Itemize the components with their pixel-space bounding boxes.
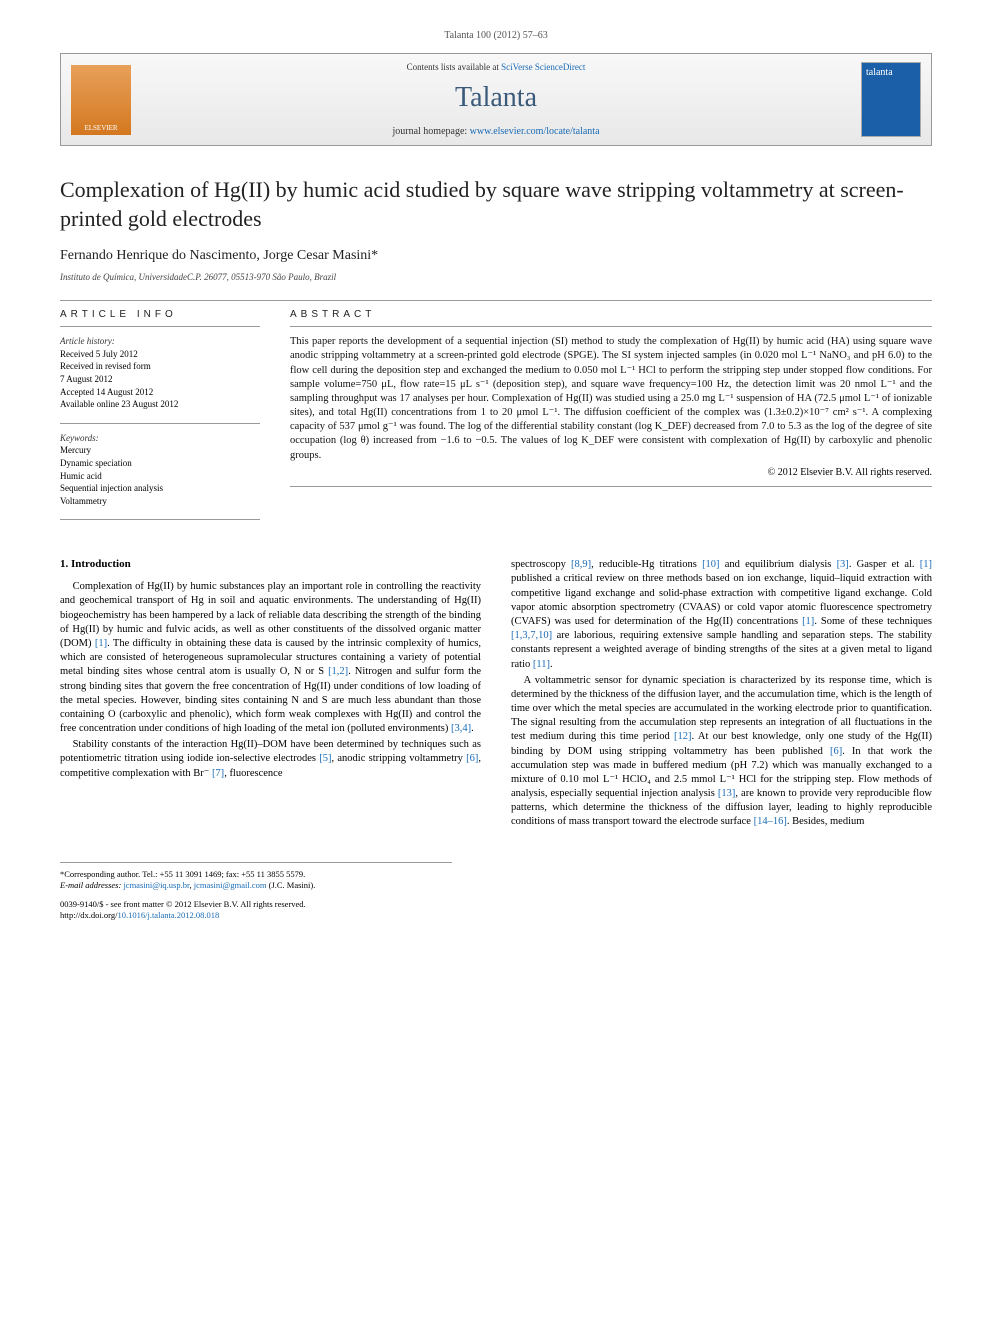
ref-link[interactable]: [6] <box>466 753 478 764</box>
info-abstract-row: ARTICLE INFO Article history: Received 5… <box>60 309 932 528</box>
para-text: . <box>550 659 553 670</box>
journal-banner: ELSEVIER Contents lists available at Sci… <box>60 53 932 146</box>
email-who: (J.C. Masini). <box>266 880 315 890</box>
availability-link[interactable]: SciVerse ScienceDirect <box>501 62 585 72</box>
para-text: , fluorescence <box>224 768 282 779</box>
ref-link[interactable]: [11] <box>533 659 550 670</box>
ref-link[interactable]: [8,9] <box>571 559 591 570</box>
article-history: Article history: Received 5 July 2012 Re… <box>60 335 260 411</box>
history-revised-2: 7 August 2012 <box>60 373 260 386</box>
ref-link[interactable]: [3] <box>837 559 849 570</box>
availability-line: Contents lists available at SciVerse Sci… <box>149 62 843 72</box>
abstract-heading: ABSTRACT <box>290 309 932 327</box>
para-text: . Gasper et al. <box>849 559 920 570</box>
info-divider <box>60 519 260 520</box>
keywords-label: Keywords: <box>60 432 260 445</box>
keyword: Mercury <box>60 444 260 457</box>
homepage-pre: journal homepage: <box>392 126 469 137</box>
abstract-text: This paper reports the development of a … <box>290 335 932 463</box>
affiliation: Instituto de Química, UniversidadeC.P. 2… <box>60 272 932 282</box>
history-revised-1: Received in revised form <box>60 360 260 373</box>
ref-link[interactable]: [14–16] <box>754 816 787 827</box>
front-matter-copyright: 0039-9140/$ - see front matter © 2012 El… <box>60 899 452 910</box>
abstract-col: ABSTRACT This paper reports the developm… <box>290 309 932 528</box>
body-columns: 1. Introduction Complexation of Hg(II) b… <box>60 558 932 831</box>
email-line: E-mail addresses: jcmasini@iq.usp.br, jc… <box>60 880 452 891</box>
article-info-heading: ARTICLE INFO <box>60 309 260 327</box>
ref-link[interactable]: [1,3,7,10] <box>511 630 552 641</box>
para-text: . Besides, medium <box>787 816 865 827</box>
journal-homepage: journal homepage: www.elsevier.com/locat… <box>149 126 843 137</box>
citation-header: Talanta 100 (2012) 57–63 <box>60 30 932 41</box>
doi-line: http://dx.doi.org/10.1016/j.talanta.2012… <box>60 910 452 921</box>
para-text: and equilibrium dialysis <box>720 559 837 570</box>
ref-link[interactable]: [1] <box>95 638 107 649</box>
ref-link[interactable]: [10] <box>702 559 720 570</box>
para-text: . <box>471 723 474 734</box>
ref-link[interactable]: [3,4] <box>451 723 471 734</box>
ref-link[interactable]: [12] <box>674 731 692 742</box>
ref-link[interactable]: [1,2] <box>328 666 348 677</box>
history-accepted: Accepted 14 August 2012 <box>60 386 260 399</box>
abstract-divider <box>290 486 932 487</box>
keyword: Humic acid <box>60 470 260 483</box>
keyword: Sequential injection analysis <box>60 482 260 495</box>
para-text: are laborious, requiring extensive sampl… <box>511 630 932 669</box>
ref-link[interactable]: [1] <box>920 559 932 570</box>
history-label: Article history: <box>60 335 260 348</box>
doi-link[interactable]: 10.1016/j.talanta.2012.08.018 <box>117 910 219 920</box>
keyword: Voltammetry <box>60 495 260 508</box>
body-para: Complexation of Hg(II) by humic substanc… <box>60 580 481 736</box>
email-link[interactable]: jcmasini@iq.usp.br <box>123 880 189 890</box>
email-label: E-mail addresses: <box>60 880 123 890</box>
elsevier-logo: ELSEVIER <box>71 65 131 135</box>
para-text: spectroscopy <box>511 559 571 570</box>
keyword: Dynamic speciation <box>60 457 260 470</box>
para-text: . Some of these techniques <box>814 616 932 627</box>
abstract-copyright: © 2012 Elsevier B.V. All rights reserved… <box>290 467 932 478</box>
ref-link[interactable]: [6] <box>830 746 842 757</box>
ref-link[interactable]: [13] <box>718 788 736 799</box>
email-link[interactable]: jcmasini@gmail.com <box>194 880 267 890</box>
intro-heading: 1. Introduction <box>60 558 481 570</box>
body-para: A voltammetric sensor for dynamic specia… <box>511 674 932 830</box>
history-online: Available online 23 August 2012 <box>60 398 260 411</box>
author-list: Fernando Henrique do Nascimento, Jorge C… <box>60 248 932 264</box>
ref-link[interactable]: [7] <box>212 768 224 779</box>
history-received: Received 5 July 2012 <box>60 348 260 361</box>
homepage-link[interactable]: www.elsevier.com/locate/talanta <box>470 126 600 137</box>
col-right: spectroscopy [8,9], reducible-Hg titrati… <box>511 558 932 831</box>
para-text: , reducible-Hg titrations <box>591 559 702 570</box>
article-title: Complexation of Hg(II) by humic acid stu… <box>60 176 932 233</box>
ref-link[interactable]: [5] <box>319 753 331 764</box>
col-left: 1. Introduction Complexation of Hg(II) b… <box>60 558 481 831</box>
body-para: Stability constants of the interaction H… <box>60 738 481 781</box>
article-info-col: ARTICLE INFO Article history: Received 5… <box>60 309 260 528</box>
ref-link[interactable]: [1] <box>802 616 814 627</box>
info-divider <box>60 423 260 424</box>
keywords-block: Keywords: Mercury Dynamic speciation Hum… <box>60 432 260 508</box>
journal-name: Talanta <box>149 82 843 114</box>
divider <box>60 300 932 301</box>
availability-pre: Contents lists available at <box>407 62 501 72</box>
banner-left: ELSEVIER <box>61 54 141 145</box>
para-text: , anodic stripping voltammetry <box>331 753 466 764</box>
doi-pre: http://dx.doi.org/ <box>60 910 117 920</box>
journal-cover-thumb: talanta <box>861 62 921 137</box>
corresponding-author: *Corresponding author. Tel.: +55 11 3091… <box>60 869 452 880</box>
body-para: spectroscopy [8,9], reducible-Hg titrati… <box>511 558 932 671</box>
banner-center: Contents lists available at SciVerse Sci… <box>141 54 851 145</box>
footer-block: *Corresponding author. Tel.: +55 11 3091… <box>60 862 452 921</box>
banner-right: talanta <box>851 54 931 145</box>
